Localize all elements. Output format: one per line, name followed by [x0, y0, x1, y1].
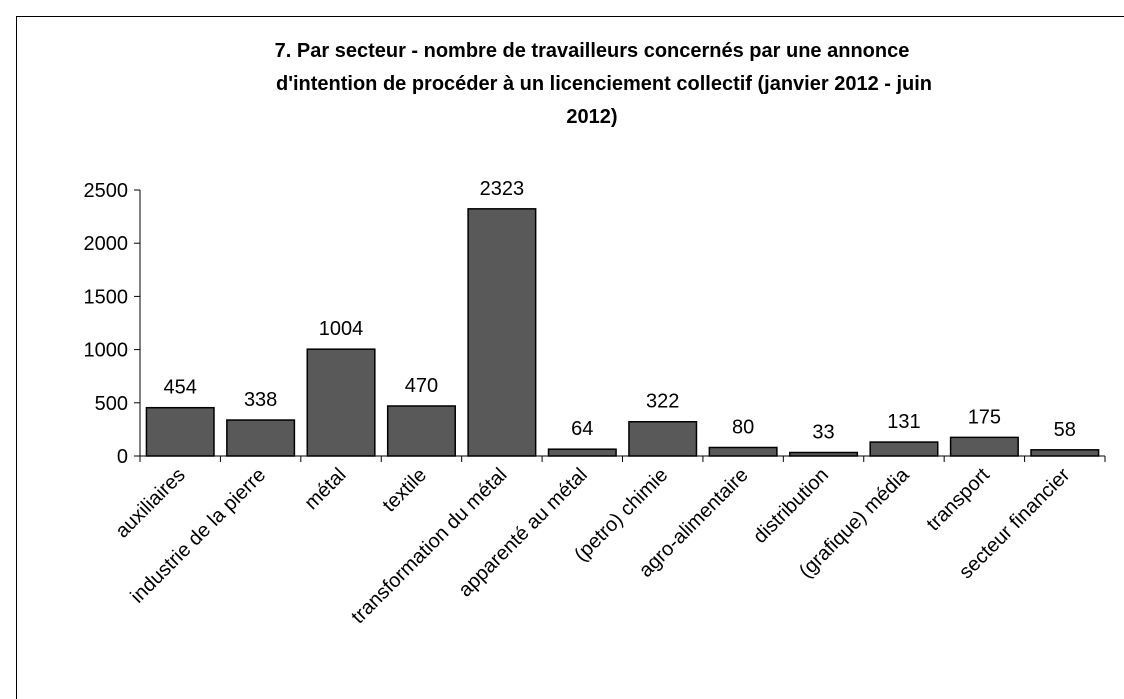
value-label: 58: [1054, 419, 1076, 441]
value-label: 338: [244, 389, 277, 411]
value-label: 80: [732, 416, 754, 438]
bar: [467, 208, 537, 457]
bar: [949, 436, 1019, 457]
value-label: 454: [164, 377, 197, 399]
bar: [789, 451, 859, 457]
value-label: 64: [571, 418, 593, 440]
value-label: 1004: [319, 318, 364, 340]
bar: [386, 405, 456, 457]
bar: [306, 348, 376, 457]
chart-title: 2012): [566, 106, 617, 128]
value-label: 470: [405, 375, 438, 397]
y-tick-label: 1500: [84, 286, 129, 308]
y-tick-label: 500: [95, 393, 128, 415]
bar: [226, 419, 296, 457]
chart-title: 7. Par secteur - nombre de travailleurs …: [275, 40, 910, 62]
value-label: 2323: [480, 178, 525, 200]
value-label: 131: [887, 411, 920, 433]
y-tick-label: 2000: [84, 233, 129, 255]
chart-title: d'intention de procéder à un licenciemen…: [276, 73, 932, 95]
bar: [547, 448, 617, 457]
chart-frame: [16, 16, 1124, 699]
bar: [869, 441, 939, 457]
y-tick-label: 1000: [84, 340, 129, 362]
y-tick-label: 0: [117, 446, 128, 468]
value-label: 322: [646, 391, 679, 413]
y-tick-label: 2500: [84, 180, 129, 202]
bar: [1030, 449, 1100, 457]
bar: [145, 406, 215, 457]
bar: [708, 446, 778, 457]
bar: [628, 420, 698, 457]
value-label: 175: [968, 406, 1001, 428]
value-label: 33: [812, 421, 834, 443]
